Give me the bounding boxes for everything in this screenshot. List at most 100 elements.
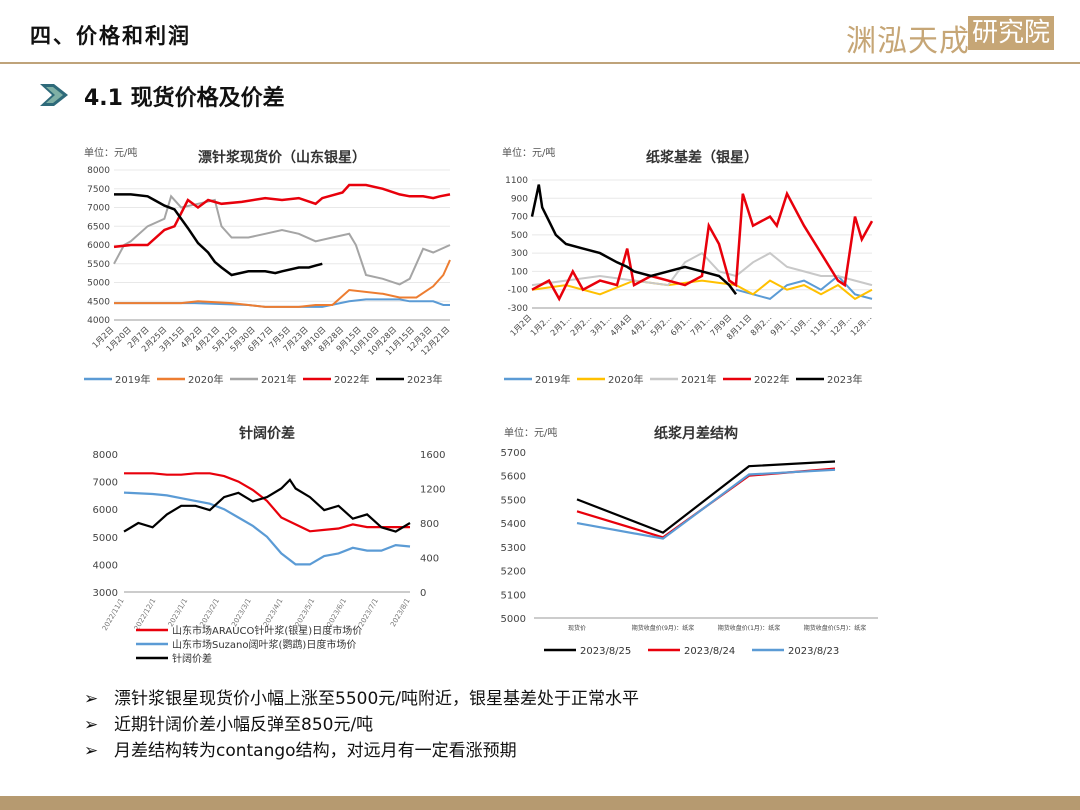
unit-label: 单位：元/吨 [504,426,557,439]
y-tick-label: -300 [508,304,529,314]
series-line [576,467,836,539]
legend-label: 2023/8/25 [580,646,631,657]
x-tick-label: 2023/1/1 [167,597,190,628]
legend-label: 2023/8/23 [788,646,839,657]
series-line [113,194,451,286]
y-tick-label: 5300 [501,543,526,554]
x-tick-label: 8月2... [749,313,774,338]
series-line [124,472,410,533]
series-line [114,193,323,277]
y2-tick-label: 800 [420,519,439,530]
y-tick-label: 5000 [501,614,526,625]
y-tick-label: 5000 [87,279,110,289]
unit-label: 单位：元/吨 [502,146,555,159]
y-tick-label: 5700 [501,448,526,459]
chart-softwood-hardwood-spread: 针阔价差 3000 4000 5000 6000 7000 8000 0 400 800 1200 1… [93,425,446,665]
footer-bar [0,796,1080,810]
y-tick-label: 700 [511,213,528,223]
y-tick-label: 6000 [93,505,118,516]
logo-text: 渊泓天成 [846,24,970,59]
bullet-item: ➢ 月差结构转为contango结构，对远月有一定看涨预期 [84,741,517,761]
y-tick-label: 7500 [87,185,110,195]
x-tick-label: 2023/2/1 [198,597,221,628]
y-tick-label: -100 [508,286,529,296]
series-line [123,491,411,566]
x-tick-label: 现货价 [568,624,586,632]
series-line [113,183,451,249]
header-divider [0,62,1080,64]
y-tick-label: 500 [511,231,528,241]
y-tick-label: 5100 [501,590,526,601]
x-tick-label: 期货收盘价(1月)：纸浆 [718,624,781,632]
legend-label: 2023年 [407,373,442,386]
series-line [123,478,411,533]
series-line [530,184,738,296]
y-tick-label: 300 [511,249,528,259]
x-tick-label: 12月... [849,313,874,338]
y-tick-label: 1100 [505,176,528,186]
chart-title: 纸浆月差结构 [654,425,738,442]
series-line [531,190,874,302]
x-tick-label: 2月1... [549,313,574,338]
x-tick-label: 12月... [829,313,854,338]
x-tick-label: 2月2... [569,313,594,338]
section-title: 4.1 现货价格及价差 [84,86,285,111]
y-tick-label: 7000 [93,478,118,489]
legend-label: 山东市场Suzano阔叶浆(鹦鹉)日度市场价 [172,638,356,651]
y2-tick-label: 1600 [420,450,445,461]
y-tick-label: 4000 [93,560,118,571]
slide-header: 四、价格和利润 渊泓天成 研究院 [0,0,1080,62]
y2-tick-label: 0 [420,588,426,599]
x-tick-label: 2023/6/1 [326,597,349,628]
chart-pulp-basis: 单位：元/吨 纸浆基差（银星） -300 -100 100 300 500 700 900 110… [502,146,874,386]
legend-label: 2020年 [608,373,643,386]
y-tick-label: 3000 [93,588,118,599]
legend-label: 2020年 [188,373,223,386]
x-tick-label: 期货收盘价(9月)：纸浆 [632,624,695,632]
legend-label: 2019年 [115,373,150,386]
y-tick-label: 5200 [501,567,526,578]
y-tick-label: 5600 [501,472,526,483]
bullet-item: ➢ 近期针阔价差小幅反弹至850元/吨 [84,715,374,735]
y-tick-label: 6000 [87,241,110,251]
logo-box: 研究院 [968,16,1054,50]
x-tick-label: 11月... [809,313,834,338]
x-tick-label: 10月... [789,313,814,338]
x-tick-label: 2023/5/1 [294,597,317,628]
x-tick-label: 1月2日 [509,313,534,338]
y-tick-label: 100 [511,267,528,277]
y-tick-label: 5000 [93,533,118,544]
y-tick-label: 5500 [501,495,526,506]
x-tick-label: 2022/11/1 [101,597,126,632]
y-tick-label: 900 [511,194,528,204]
bullet-list: ➢ 漂针浆银星现货价小幅上涨至5500元/吨附近，银星基差处于正常水平 ➢ 近期针阔… [84,684,639,762]
legend-label: 2022年 [754,373,789,386]
brand-logo: 渊泓天成 研究院 [846,14,1056,59]
x-tick-label: 2022/12/1 [133,597,158,632]
y-tick-label: 8000 [93,450,118,461]
y-tick-label: 4000 [87,316,110,326]
y2-tick-label: 1200 [420,485,445,496]
y-tick-label: 7000 [87,204,110,214]
x-tick-label: 2023/8/1 [389,597,412,628]
legend-label: 2021年 [681,373,716,386]
series-line [114,298,450,308]
y-tick-label: 5400 [501,519,526,530]
unit-label: 单位：元/吨 [84,146,137,159]
x-tick-label: 4月4日 [609,313,634,338]
y-tick-label: 5500 [87,260,110,270]
y2-tick-label: 400 [420,554,439,565]
bullet-item: ➢ 漂针浆银星现货价小幅上涨至5500元/吨附近，银星基差处于正常水平 [84,689,639,709]
x-tick-label: 2023/7/1 [357,597,380,628]
series-line [531,279,873,301]
series-line [576,460,836,534]
legend-label: 2021年 [261,373,296,386]
chart-title: 针阔价差 [238,425,295,442]
chart-title: 漂针浆现货价（山东银星） [198,149,366,166]
x-tick-label: 期货收盘价(5月)：纸浆 [804,624,867,632]
legend-label: 2019年 [535,373,570,386]
chart-title: 纸浆基差（银星） [646,149,758,166]
chevron-right-icon [40,84,68,106]
legend-label: 针阔价差 [172,652,212,665]
chart-softwood-spot-price: 单位：元/吨 漂针浆现货价（山东银星） 4000 4500 5000 5500 6000 65… [84,146,451,386]
